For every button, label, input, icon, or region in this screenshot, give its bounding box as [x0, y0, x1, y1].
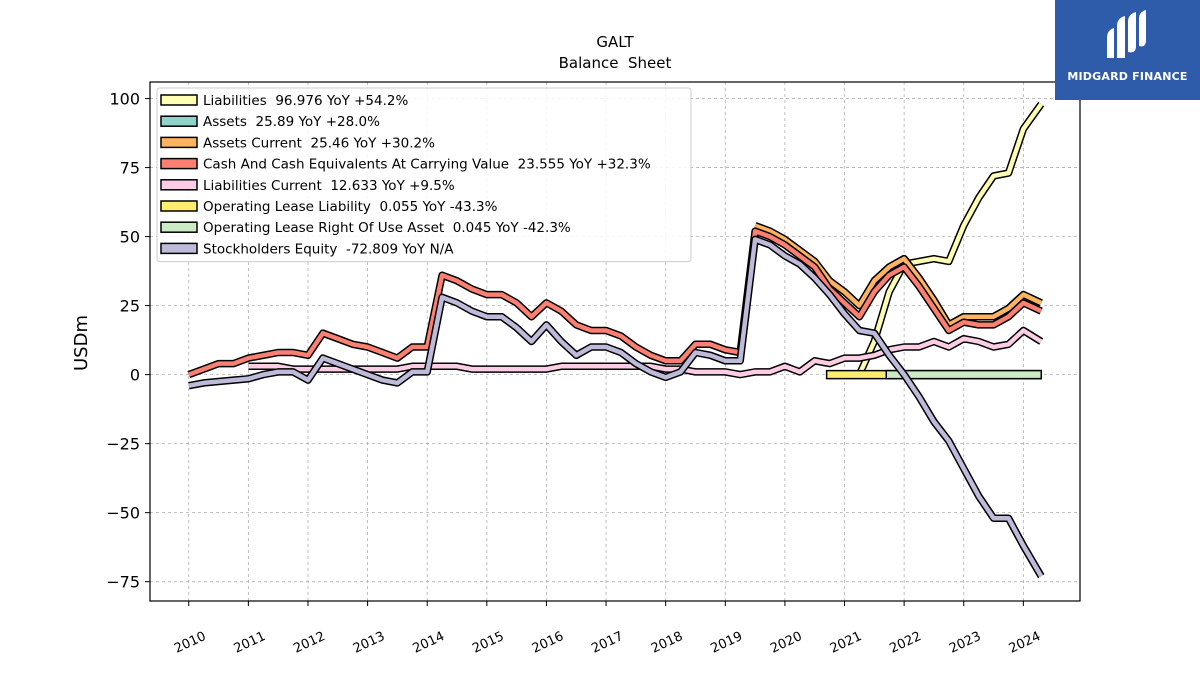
- legend-entry: Operating Lease Liability 0.055 YoY -43.…: [160, 199, 498, 215]
- y-tick-label: 50: [120, 228, 140, 247]
- legend-entry: Assets Current 25.46 YoY +30.2%: [160, 135, 435, 151]
- legend-swatch: [160, 157, 198, 170]
- series-layer: [187, 101, 1045, 579]
- y-tick-label: −25: [106, 435, 140, 454]
- series-line: [754, 223, 1043, 328]
- logo-mark-icon: [1107, 10, 1146, 58]
- series-line: [188, 237, 1044, 578]
- legend-swatch: [160, 136, 198, 149]
- legend-swatch: [160, 179, 198, 191]
- chart-subtitle: Balance Sheet: [559, 54, 672, 72]
- legend-swatch: [160, 94, 198, 106]
- y-tick-label: 0: [130, 366, 140, 385]
- legend-entry: Operating Lease Right Of Use Asset 0.045…: [160, 220, 571, 236]
- legend-label: Operating Lease Liability 0.055 YoY -43.…: [203, 199, 498, 215]
- legend-label: Stockholders Equity -72.809 YoY N/A: [203, 241, 454, 257]
- legend-entry: Cash And Cash Equivalents At Carrying Va…: [160, 157, 651, 173]
- legend: Liabilities 96.976 YoY +54.2% Assets 25.8…: [156, 87, 692, 263]
- legend-label: Cash And Cash Equivalents At Carrying Va…: [203, 157, 651, 173]
- legend-label: Operating Lease Right Of Use Asset 0.045…: [203, 220, 571, 236]
- y-tick-label: 75: [120, 159, 140, 178]
- logo-text: MIDGARD FINANCE: [1067, 70, 1188, 83]
- series-2: [753, 222, 1043, 329]
- series-7: [188, 235, 1045, 579]
- legend-swatch: [160, 242, 198, 255]
- legend-entry: Stockholders Equity -72.809 YoY N/A: [160, 241, 454, 257]
- series-3: [187, 227, 1043, 379]
- y-tick-label: −50: [106, 504, 140, 523]
- legend-swatch: [160, 221, 198, 233]
- y-tick-label: 25: [120, 297, 140, 316]
- midgard-finance-logo: MIDGARD FINANCE: [1055, 0, 1200, 100]
- legend-label: Assets 25.89 YoY +28.0%: [203, 114, 380, 130]
- series-line: [188, 228, 1043, 377]
- y-tick-label: −75: [106, 573, 140, 592]
- legend-entry: Assets 25.89 YoY +28.0%: [160, 114, 380, 130]
- legend-entry: Liabilities 96.976 YoY +54.2%: [160, 93, 408, 109]
- legend-swatch: [160, 115, 198, 127]
- legend-entry: Liabilities Current 12.633 YoY +9.5%: [160, 178, 455, 194]
- series-line: [857, 102, 1044, 376]
- legend-label: Liabilities 96.976 YoY +54.2%: [203, 93, 408, 109]
- series-6: [885, 369, 1042, 380]
- chart-title: GALT: [596, 33, 634, 51]
- legend-label: Assets Current 25.46 YoY +30.2%: [203, 135, 435, 151]
- plot-frame: [149, 81, 1081, 602]
- y-axis-label: USDm: [71, 315, 92, 371]
- legend-label: Liabilities Current 12.633 YoY +9.5%: [203, 178, 455, 194]
- series-0: [855, 101, 1045, 377]
- legend-box: [156, 87, 692, 263]
- legend-swatch: [160, 200, 198, 212]
- series-line: [885, 369, 1042, 380]
- y-tick-label: 100: [109, 90, 140, 109]
